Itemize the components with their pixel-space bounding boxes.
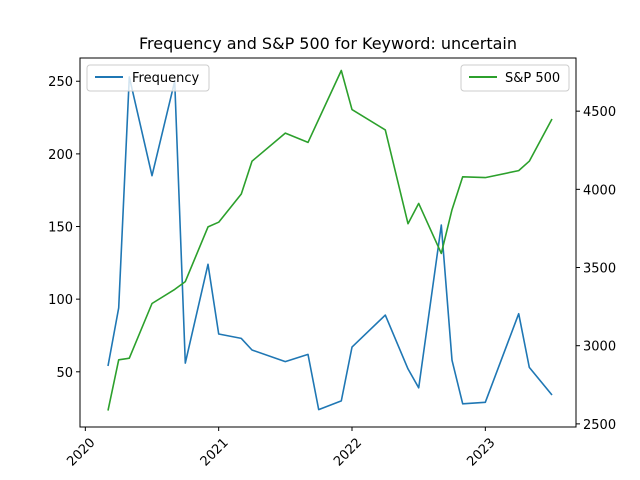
left-y-tick-label: 200	[48, 148, 73, 163]
left-y-axis: 50 100 150 200 250	[48, 75, 80, 381]
right-y-tick-label: 3500	[583, 262, 616, 277]
legend-frequency: Frequency	[86, 64, 210, 92]
chart-title: Frequency and S&P 500 for Keyword: uncer…	[139, 34, 517, 53]
legend-frequency-label: Frequency	[132, 71, 199, 86]
series-line-sp500	[107, 69, 553, 411]
right-y-axis: 2500 3000 3500 4000 4500	[576, 105, 616, 433]
legend-sp500-box	[460, 64, 570, 92]
left-y-tick-label: 150	[48, 221, 73, 236]
plot-frame	[79, 57, 577, 428]
legend-sp500-label: S&P 500	[505, 71, 560, 86]
legend-frequency-box	[86, 64, 210, 92]
left-y-tick-label: 100	[48, 293, 73, 308]
right-y-tick-label: 4500	[583, 105, 616, 120]
legend-sp500: S&P 500	[460, 64, 570, 92]
left-y-tick-label: 50	[56, 366, 73, 381]
right-y-tick-label: 2500	[583, 418, 616, 433]
right-y-tick-label: 4000	[583, 183, 616, 198]
right-y-tick-label: 3000	[583, 340, 616, 355]
left-y-tick-label: 250	[48, 75, 73, 90]
